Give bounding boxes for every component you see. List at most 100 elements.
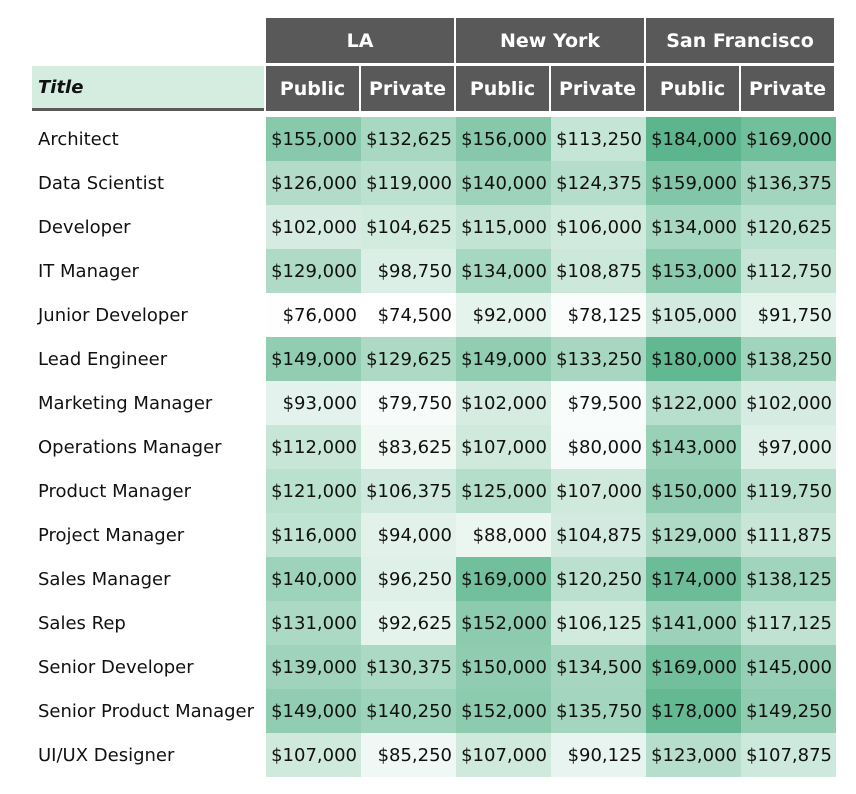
- row-label-operations-manager: Operations Manager: [38, 436, 222, 458]
- subcolumn-header-la-private: Private: [361, 66, 456, 111]
- heatmap-cell: $169,000: [741, 117, 836, 161]
- row-label-lead-engineer: Lead Engineer: [38, 348, 168, 370]
- heatmap-cell: $83,625: [361, 425, 456, 469]
- subcolumn-header-new-york-public: Public: [456, 66, 551, 111]
- heatmap-cell: $129,000: [266, 249, 361, 293]
- group-header-la: LA: [266, 18, 456, 63]
- heatmap-cell: $74,500: [361, 293, 456, 337]
- row-label-sales-rep: Sales Rep: [38, 612, 126, 634]
- heatmap-cell: $119,000: [361, 161, 456, 205]
- group-header-new-york: New York: [456, 18, 646, 63]
- heatmap-cell: $129,000: [646, 513, 741, 557]
- heatmap-cell: $122,000: [646, 381, 741, 425]
- heatmap-cell: $104,875: [551, 513, 646, 557]
- heatmap-cell: $79,750: [361, 381, 456, 425]
- heatmap-cell: $92,000: [456, 293, 551, 337]
- heatmap-cell: $149,000: [266, 689, 361, 733]
- group-header-san-francisco: San Francisco: [646, 18, 836, 63]
- heatmap-cell: $107,875: [741, 733, 836, 777]
- heatmap-cell: $121,000: [266, 469, 361, 513]
- heatmap-cell: $111,875: [741, 513, 836, 557]
- heatmap-cell: $97,000: [741, 425, 836, 469]
- heatmap-cell: $79,500: [551, 381, 646, 425]
- row-label-architect: Architect: [38, 128, 119, 150]
- row-label-data-scientist: Data Scientist: [38, 172, 164, 194]
- heatmap-cell: $117,125: [741, 601, 836, 645]
- heatmap-cell: $119,750: [741, 469, 836, 513]
- heatmap-cell: $145,000: [741, 645, 836, 689]
- heatmap-cell: $138,250: [741, 337, 836, 381]
- heatmap-cell: $126,000: [266, 161, 361, 205]
- heatmap-cell: $107,000: [456, 733, 551, 777]
- heatmap-cell: $106,125: [551, 601, 646, 645]
- row-label-product-manager: Product Manager: [38, 480, 191, 502]
- row-label-developer: Developer: [38, 216, 131, 238]
- heatmap-cell: $180,000: [646, 337, 741, 381]
- heatmap-cell: $159,000: [646, 161, 741, 205]
- heatmap-cell: $94,000: [361, 513, 456, 557]
- heatmap-cell: $140,000: [266, 557, 361, 601]
- heatmap-cell: $169,000: [456, 557, 551, 601]
- heatmap-cell: $105,000: [646, 293, 741, 337]
- row-label-marketing-manager: Marketing Manager: [38, 392, 213, 414]
- heatmap-cell: $90,125: [551, 733, 646, 777]
- heatmap-cell: $140,250: [361, 689, 456, 733]
- heatmap-cell: $123,000: [646, 733, 741, 777]
- heatmap-cell: $107,000: [456, 425, 551, 469]
- heatmap-cell: $96,250: [361, 557, 456, 601]
- subcolumn-header-new-york-private: Private: [551, 66, 646, 111]
- heatmap-cell: $88,000: [456, 513, 551, 557]
- heatmap-cell: $93,000: [266, 381, 361, 425]
- row-label-senior-developer: Senior Developer: [38, 656, 194, 678]
- heatmap-cell: $129,625: [361, 337, 456, 381]
- row-label-ui-ux-designer: UI/UX Designer: [38, 744, 175, 766]
- heatmap-cell: $113,250: [551, 117, 646, 161]
- heatmap-cell: $102,000: [741, 381, 836, 425]
- heatmap-cell: $174,000: [646, 557, 741, 601]
- heatmap-cell: $131,000: [266, 601, 361, 645]
- subcolumn-header-san-francisco-public: Public: [646, 66, 741, 111]
- heatmap-cell: $92,625: [361, 601, 456, 645]
- heatmap-cell: $108,875: [551, 249, 646, 293]
- heatmap-cell: $169,000: [646, 645, 741, 689]
- heatmap-cell: $149,000: [456, 337, 551, 381]
- heatmap-cell: $116,000: [266, 513, 361, 557]
- heatmap-cell: $184,000: [646, 117, 741, 161]
- heatmap-cell: $150,000: [456, 645, 551, 689]
- row-label-senior-product-manager: Senior Product Manager: [38, 700, 255, 722]
- heatmap-cell: $106,375: [361, 469, 456, 513]
- heatmap-cell: $155,000: [266, 117, 361, 161]
- heatmap-cell: $178,000: [646, 689, 741, 733]
- subcolumn-header-san-francisco-private: Private: [741, 66, 836, 111]
- heatmap-cell: $112,750: [741, 249, 836, 293]
- heatmap-cell: $134,500: [551, 645, 646, 689]
- heatmap-cell: $112,000: [266, 425, 361, 469]
- row-label-sales-manager: Sales Manager: [38, 568, 171, 590]
- heatmap-cell: $120,250: [551, 557, 646, 601]
- heatmap-cell: $143,000: [646, 425, 741, 469]
- heatmap-cell: $134,000: [646, 205, 741, 249]
- heatmap-cell: $120,625: [741, 205, 836, 249]
- heatmap-cell: $102,000: [266, 205, 361, 249]
- heatmap-cell: $98,750: [361, 249, 456, 293]
- heatmap-cell: $85,250: [361, 733, 456, 777]
- heatmap-cell: $156,000: [456, 117, 551, 161]
- heatmap-cell: $139,000: [266, 645, 361, 689]
- heatmap-cell: $134,000: [456, 249, 551, 293]
- heatmap-cell: $125,000: [456, 469, 551, 513]
- heatmap-cell: $140,000: [456, 161, 551, 205]
- heatmap-cell: $149,250: [741, 689, 836, 733]
- heatmap-cell: $153,000: [646, 249, 741, 293]
- heatmap-cell: $135,750: [551, 689, 646, 733]
- heatmap-cell: $106,000: [551, 205, 646, 249]
- heatmap-cell: $107,000: [551, 469, 646, 513]
- subcolumn-header-la-public: Public: [266, 66, 361, 111]
- heatmap-cell: $136,375: [741, 161, 836, 205]
- heatmap-cell: $138,125: [741, 557, 836, 601]
- heatmap-cell: $104,625: [361, 205, 456, 249]
- row-label-project-manager: Project Manager: [38, 524, 185, 546]
- heatmap-cell: $78,125: [551, 293, 646, 337]
- heatmap-cell: $76,000: [266, 293, 361, 337]
- heatmap-cell: $102,000: [456, 381, 551, 425]
